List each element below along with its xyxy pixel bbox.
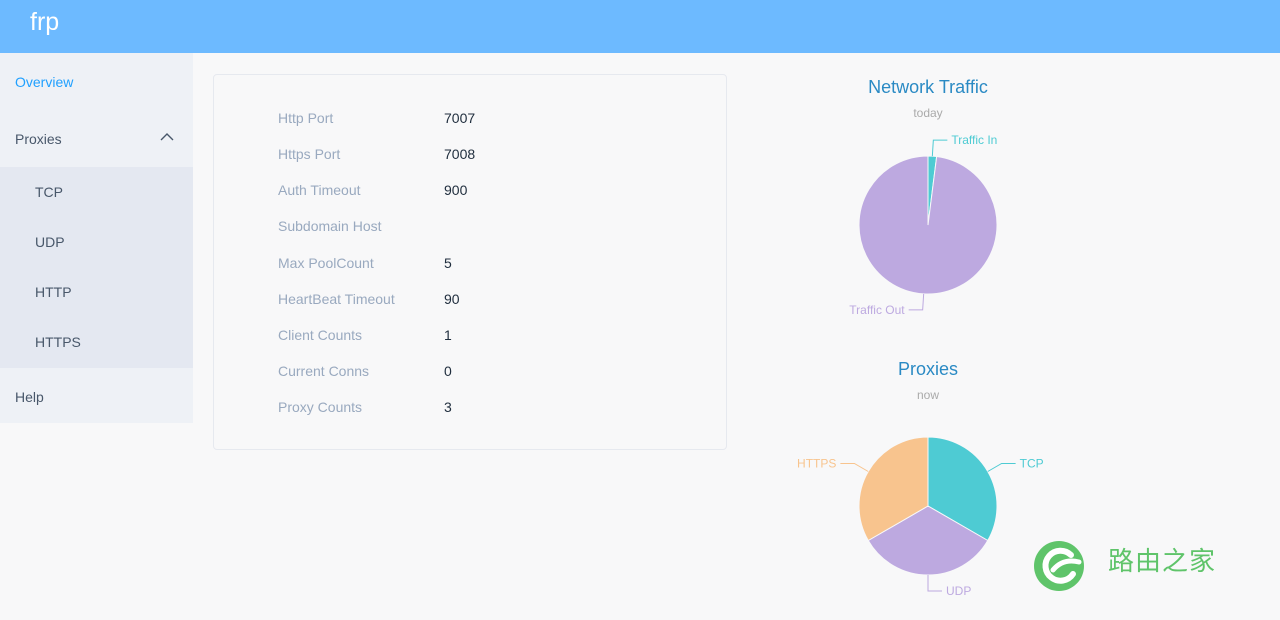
traffic-chart-title: Network Traffic [868, 77, 988, 97]
brand-logo-text[interactable]: frp [30, 8, 60, 36]
info-row-proxy-counts: Proxy Counts 3 [278, 399, 698, 419]
proxies-submenu: TCP UDP HTTP HTTPS [0, 167, 193, 368]
pie-label-line-tcp [987, 463, 1016, 472]
info-label: Client Counts [278, 327, 363, 343]
info-label: HeartBeat Timeout [278, 291, 395, 307]
info-value: 3 [444, 399, 452, 415]
submenu-item-label: HTTPS [35, 334, 81, 350]
pie-label-traffic-in: Traffic In [951, 133, 997, 147]
proxies-chart-title: Proxies [897, 359, 959, 379]
submenu-item-label: HTTP [35, 284, 72, 300]
submenu-item-http[interactable]: HTTP [0, 267, 193, 317]
sidebar-item-label: Proxies [15, 131, 62, 147]
info-row-auth-timeout: Auth Timeout 900 [278, 182, 698, 202]
info-row-subdomain-host: Subdomain Host [278, 218, 698, 238]
info-row-http-port: Http Port 7007 [278, 110, 698, 130]
watermark-logo-icon [1034, 541, 1084, 591]
info-row-heartbeat-timeout: HeartBeat Timeout 90 [278, 291, 698, 311]
pie-label-https: HTTPS [797, 457, 836, 471]
traffic-chart-subtitle: today [913, 106, 943, 120]
sidebar-item-proxies[interactable]: Proxies [0, 110, 193, 166]
info-row-current-conns: Current Conns 0 [278, 363, 698, 383]
chevron-up-icon[interactable] [160, 132, 174, 142]
pie-label-tcp: TCP [1020, 457, 1044, 471]
pie-label-line-traffic-in [931, 139, 948, 157]
info-row-client-counts: Client Counts 1 [278, 327, 698, 347]
pie-label-line-traffic-out [908, 293, 925, 311]
info-value: 90 [444, 291, 460, 307]
sidebar: Overview Proxies TCP UDP HTTP HTTPS Help [0, 53, 193, 423]
info-label: Http Port [278, 110, 334, 126]
submenu-item-label: TCP [35, 184, 63, 200]
top-header: frp [0, 0, 1280, 53]
info-row-https-port: Https Port 7008 [278, 146, 698, 166]
submenu-item-label: UDP [35, 234, 65, 250]
submenu-item-tcp[interactable]: TCP [0, 167, 193, 217]
info-value: 5 [444, 255, 452, 271]
proxies-chart-subtitle: now [916, 388, 939, 402]
watermark-text: 路由之家 [1108, 546, 1217, 576]
info-value: 900 [444, 182, 468, 198]
info-label: Proxy Counts [278, 399, 363, 415]
info-label: Auth Timeout [278, 182, 361, 198]
sidebar-item-help[interactable]: Help [0, 368, 193, 424]
info-row-max-poolcount: Max PoolCount 5 [278, 255, 698, 275]
info-value: 7008 [444, 146, 476, 162]
info-label: Current Conns [278, 363, 370, 379]
pie-slice-traffic-out[interactable] [858, 155, 998, 295]
submenu-item-udp[interactable]: UDP [0, 217, 193, 267]
info-value: 0 [444, 363, 452, 379]
info-label: Max PoolCount [278, 255, 374, 271]
pie-label-line-https [840, 463, 869, 472]
server-info-card: Http Port 7007 Https Port 7008 Auth Time… [213, 74, 727, 450]
sidebar-item-label: Help [15, 389, 44, 405]
pie-label-traffic-out: Traffic Out [849, 303, 905, 317]
pie-slice-https[interactable] [858, 436, 929, 542]
sidebar-item-overview[interactable]: Overview [0, 53, 193, 109]
info-label: Subdomain Host [278, 218, 382, 234]
info-value: 7007 [444, 110, 476, 126]
pie-label-line-udp [927, 575, 942, 592]
pie-label-udp: UDP [946, 584, 971, 598]
sidebar-item-label: Overview [15, 74, 74, 90]
info-label: Https Port [278, 146, 341, 162]
pie-slice-traffic-in[interactable] [927, 155, 938, 226]
submenu-item-https[interactable]: HTTPS [0, 317, 193, 367]
pie-slice-udp[interactable] [867, 505, 989, 576]
info-value: 1 [444, 327, 452, 343]
pie-slice-tcp[interactable] [927, 436, 998, 542]
